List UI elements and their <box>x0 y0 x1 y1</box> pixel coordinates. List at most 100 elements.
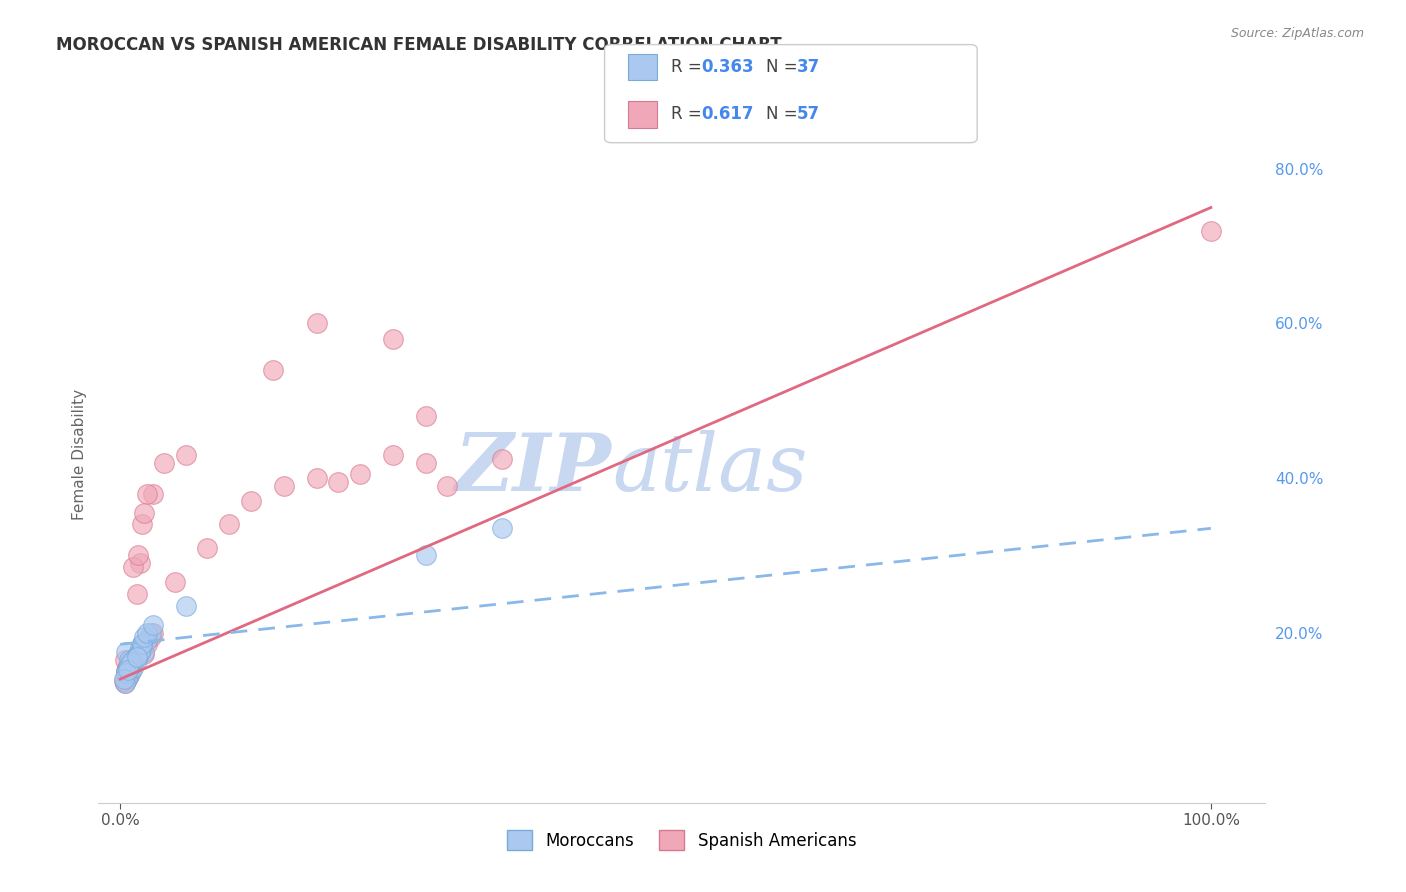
Point <box>415 549 437 563</box>
Point <box>118 660 141 674</box>
Point <box>115 672 138 686</box>
Text: atlas: atlas <box>612 430 807 508</box>
Point <box>120 660 142 674</box>
Point <box>114 653 136 667</box>
Point <box>125 650 148 665</box>
Point <box>415 409 437 424</box>
Point <box>125 648 148 663</box>
Point <box>1199 224 1222 238</box>
Point <box>114 665 136 680</box>
Point <box>136 625 159 640</box>
Point <box>128 556 150 570</box>
Point <box>114 665 136 679</box>
Point <box>125 650 148 665</box>
Point <box>120 660 142 674</box>
Point <box>153 456 176 470</box>
Point <box>125 648 148 663</box>
Point <box>491 451 513 466</box>
Point <box>131 517 153 532</box>
Point <box>134 506 156 520</box>
Point <box>120 657 142 671</box>
Point <box>118 668 141 682</box>
Point <box>139 630 162 644</box>
Point <box>125 587 148 601</box>
Point <box>136 486 159 500</box>
Point <box>218 517 240 532</box>
Point <box>115 660 138 674</box>
Point <box>115 668 138 682</box>
Point <box>112 673 135 688</box>
Point <box>117 663 139 677</box>
Point <box>127 549 149 563</box>
Text: 0.617: 0.617 <box>702 105 754 123</box>
Point <box>128 645 150 659</box>
Point <box>128 645 150 659</box>
Point <box>415 456 437 470</box>
Point <box>142 625 165 640</box>
Point <box>122 653 145 667</box>
Point <box>134 648 156 662</box>
Point <box>118 658 141 673</box>
Y-axis label: Female Disability: Female Disability <box>72 389 87 521</box>
Text: Source: ZipAtlas.com: Source: ZipAtlas.com <box>1230 27 1364 40</box>
Point <box>349 467 371 482</box>
Point <box>136 633 159 648</box>
Point <box>131 641 153 656</box>
Point <box>118 653 141 667</box>
Point <box>124 653 146 667</box>
Text: 0.363: 0.363 <box>702 58 754 76</box>
Point <box>131 637 153 651</box>
Point <box>122 657 145 671</box>
Point <box>131 637 153 651</box>
Point <box>305 471 328 485</box>
Text: N =: N = <box>766 58 803 76</box>
Point <box>328 475 350 489</box>
Legend: Moroccans, Spanish Americans: Moroccans, Spanish Americans <box>501 823 863 857</box>
Point <box>117 660 139 674</box>
Point <box>139 625 162 640</box>
Point <box>273 479 295 493</box>
Point <box>120 665 142 679</box>
Point <box>128 645 150 659</box>
Point <box>163 575 186 590</box>
Text: R =: R = <box>671 58 707 76</box>
Point <box>114 665 136 679</box>
Point <box>114 676 136 690</box>
Point <box>120 655 142 669</box>
Text: 37: 37 <box>797 58 821 76</box>
Point <box>128 641 150 656</box>
Point <box>125 648 148 663</box>
Point <box>122 560 145 574</box>
Point <box>125 653 148 667</box>
Point <box>115 672 138 686</box>
Point <box>122 657 145 671</box>
Point <box>129 642 152 657</box>
Point <box>114 645 136 659</box>
Point <box>134 645 156 659</box>
Point <box>381 448 404 462</box>
Text: N =: N = <box>766 105 803 123</box>
Point <box>118 658 141 673</box>
Text: 57: 57 <box>797 105 820 123</box>
Point <box>118 668 141 682</box>
Point <box>112 672 135 686</box>
Point <box>436 479 458 493</box>
Point <box>128 645 150 659</box>
Point <box>122 657 145 671</box>
Point <box>118 665 141 679</box>
Point <box>174 448 197 462</box>
Point <box>136 637 159 651</box>
Point <box>174 599 197 613</box>
Point <box>381 332 404 346</box>
Text: MOROCCAN VS SPANISH AMERICAN FEMALE DISABILITY CORRELATION CHART: MOROCCAN VS SPANISH AMERICAN FEMALE DISA… <box>56 36 782 54</box>
Point <box>131 641 153 656</box>
Point <box>142 486 165 500</box>
Point <box>134 630 156 644</box>
Point <box>127 648 149 662</box>
Point <box>121 655 143 669</box>
Point <box>120 665 142 679</box>
Point <box>118 668 141 682</box>
Text: R =: R = <box>671 105 707 123</box>
Point <box>142 618 165 632</box>
Point <box>197 541 219 555</box>
